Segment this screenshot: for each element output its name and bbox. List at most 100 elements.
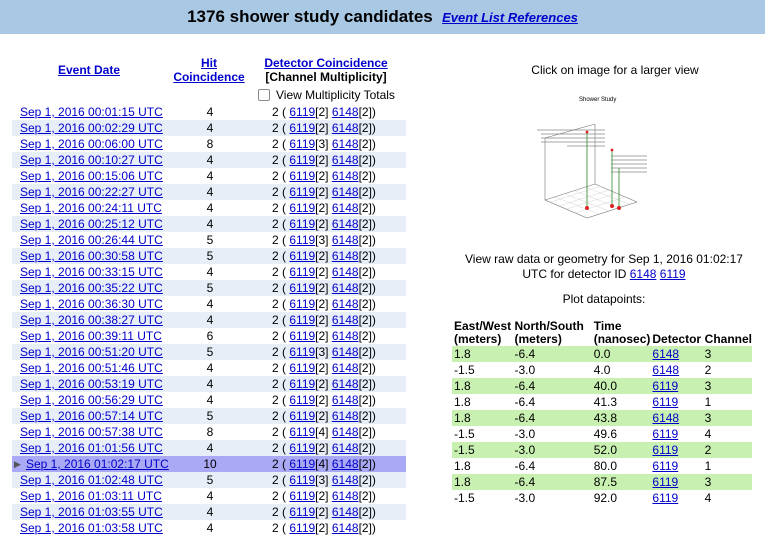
hit-coincidence-header[interactable]: Hit Coincidence [170,56,248,84]
event-row[interactable]: Sep 1, 2016 01:01:56 UTC 4 2 ( 6119[2] 614… [12,440,406,456]
detector-link[interactable]: 6148 [331,505,359,519]
detector-link[interactable]: 6119 [652,395,679,409]
event-row[interactable]: Sep 1, 2016 00:06:00 UTC 8 2 ( 6119[3] 614… [12,136,406,152]
event-date-link[interactable]: Sep 1, 2016 00:51:46 UTC [20,361,163,375]
event-row[interactable]: Sep 1, 2016 00:56:29 UTC 4 2 ( 6119[2] 614… [12,392,406,408]
detector-link[interactable]: 6119 [289,105,316,119]
event-row[interactable]: Sep 1, 2016 01:02:48 UTC 5 2 ( 6119[3] 614… [12,472,406,488]
event-date-link[interactable]: Sep 1, 2016 01:01:56 UTC [20,441,163,455]
event-row[interactable]: Sep 1, 2016 00:51:46 UTC 4 2 ( 6119[2] 614… [12,360,406,376]
detector-link[interactable]: 6119 [289,265,316,279]
event-row[interactable]: Sep 1, 2016 01:03:58 UTC 4 2 ( 6119[2] 614… [12,520,406,536]
detector-link[interactable]: 6148 [331,105,359,119]
detector-link[interactable]: 6148 [331,153,359,167]
event-row[interactable]: Sep 1, 2016 00:57:14 UTC 5 2 ( 6119[2] 614… [12,408,406,424]
detector-link[interactable]: 6119 [652,379,679,393]
detector-link[interactable]: 6119 [289,169,316,183]
event-row[interactable]: Sep 1, 2016 00:01:15 UTC 4 2 ( 6119[2] 614… [12,104,406,120]
detector-link[interactable]: 6148 [331,137,359,151]
detector-link[interactable]: 6148 [331,169,359,183]
detector-link[interactable]: 6119 [289,297,316,311]
event-date-link[interactable]: Sep 1, 2016 00:06:00 UTC [20,137,163,151]
detector-link[interactable]: 6119 [289,489,316,503]
event-date-link[interactable]: Sep 1, 2016 00:25:12 UTC [20,217,163,231]
detector-link[interactable]: 6119 [289,153,316,167]
detector-link[interactable]: 6119 [289,313,316,327]
detector-link[interactable]: 6148 [331,217,359,231]
event-row[interactable]: Sep 1, 2016 00:51:20 UTC 5 2 ( 6119[3] 614… [12,344,406,360]
event-row[interactable]: Sep 1, 2016 00:22:27 UTC 4 2 ( 6119[2] 614… [12,184,406,200]
detector-link[interactable]: 6119 [289,441,316,455]
event-date-link[interactable]: Sep 1, 2016 00:38:27 UTC [20,313,163,327]
hit-coincidence-sort-link[interactable]: Hit Coincidence [173,56,244,84]
detector-link[interactable]: 6148 [331,249,359,263]
detector-link[interactable]: 6119 [289,249,316,263]
detector-coincidence-header[interactable]: Detector Coincidence [Channel Multiplici… [258,56,394,84]
event-date-link[interactable]: Sep 1, 2016 00:30:58 UTC [20,249,163,263]
detector-link[interactable]: 6148 [331,425,359,439]
plot-svg[interactable]: Shower Study [527,90,667,230]
detector-link[interactable]: 6119 [289,185,316,199]
event-row[interactable]: Sep 1, 2016 01:03:55 UTC 4 2 ( 6119[2] 614… [12,504,406,520]
detector-link[interactable]: 6119 [289,393,316,407]
detector-link[interactable]: 6148 [331,121,359,135]
event-date-link[interactable]: Sep 1, 2016 01:02:17 UTC [26,457,169,471]
detector-6119-link[interactable]: 6119 [659,267,686,281]
event-row[interactable]: Sep 1, 2016 01:03:11 UTC 4 2 ( 6119[2] 614… [12,488,406,504]
detector-link[interactable]: 6148 [331,313,359,327]
detector-link[interactable]: 6148 [331,521,359,535]
detector-link[interactable]: 6119 [652,475,679,489]
detector-link[interactable]: 6148 [331,473,359,487]
multiplicity-totals-checkbox[interactable] [258,89,270,101]
detector-link[interactable]: 6148 [331,297,359,311]
detector-link[interactable]: 6119 [652,491,679,505]
detector-link[interactable]: 6148 [331,457,359,471]
detector-link[interactable]: 6148 [331,441,359,455]
event-row[interactable]: Sep 1, 2016 00:15:06 UTC 4 2 ( 6119[2] 614… [12,168,406,184]
detector-link[interactable]: 6119 [289,121,316,135]
detector-link[interactable]: 6148 [652,347,680,361]
event-date-link[interactable]: Sep 1, 2016 00:35:22 UTC [20,281,163,295]
detector-link[interactable]: 6119 [289,377,316,391]
event-date-link[interactable]: Sep 1, 2016 00:51:20 UTC [20,345,163,359]
event-date-link[interactable]: Sep 1, 2016 01:03:58 UTC [20,521,163,535]
detector-link[interactable]: 6119 [289,457,316,471]
detector-link[interactable]: 6119 [289,345,316,359]
detector-link[interactable]: 6119 [289,425,316,439]
detector-link[interactable]: 6119 [289,521,316,535]
event-date-link[interactable]: Sep 1, 2016 00:57:14 UTC [20,409,163,423]
event-row[interactable]: Sep 1, 2016 00:35:22 UTC 5 2 ( 6119[2] 614… [12,280,406,296]
detector-link[interactable]: 6148 [331,345,359,359]
event-date-link[interactable]: Sep 1, 2016 00:26:44 UTC [20,233,163,247]
event-row[interactable]: Sep 1, 2016 00:53:19 UTC 4 2 ( 6119[2] 614… [12,376,406,392]
detector-link[interactable]: 6148 [331,329,359,343]
detector-link[interactable]: 6148 [331,201,359,215]
event-date-link[interactable]: Sep 1, 2016 01:03:55 UTC [20,505,163,519]
detector-link[interactable]: 6119 [289,409,316,423]
event-row[interactable]: Sep 1, 2016 00:25:12 UTC 4 2 ( 6119[2] 614… [12,216,406,232]
detector-link[interactable]: 6148 [331,281,359,295]
detector-link[interactable]: 6119 [289,233,316,247]
event-date-link[interactable]: Sep 1, 2016 00:56:29 UTC [20,393,163,407]
event-row[interactable]: Sep 1, 2016 00:38:27 UTC 4 2 ( 6119[2] 614… [12,312,406,328]
detector-link[interactable]: 6119 [289,473,316,487]
event-date-link[interactable]: Sep 1, 2016 00:22:27 UTC [20,185,163,199]
event-date-link[interactable]: Sep 1, 2016 01:03:11 UTC [20,489,162,503]
event-date-link[interactable]: Sep 1, 2016 00:36:30 UTC [20,297,163,311]
detector-link[interactable]: 6119 [652,443,679,457]
detector-link[interactable]: 6148 [331,489,359,503]
event-row[interactable]: Sep 1, 2016 00:24:11 UTC 4 2 ( 6119[2] 614… [12,200,406,216]
event-list-references-link[interactable]: Event List References [442,10,578,25]
detector-6148-link[interactable]: 6148 [629,267,657,281]
detector-link[interactable]: 6148 [331,233,359,247]
shower-study-plot[interactable]: Shower Study [527,90,667,230]
detector-link[interactable]: 6119 [289,361,316,375]
event-row[interactable]: Sep 1, 2016 00:26:44 UTC 5 2 ( 6119[3] 614… [12,232,406,248]
event-date-sort-link[interactable]: Event Date [58,63,121,77]
event-date-link[interactable]: Sep 1, 2016 00:33:15 UTC [20,265,163,279]
event-row[interactable]: Sep 1, 2016 00:36:30 UTC 4 2 ( 6119[2] 614… [12,296,406,312]
event-date-link[interactable]: Sep 1, 2016 00:01:15 UTC [20,105,163,119]
event-row[interactable]: Sep 1, 2016 00:02:29 UTC 4 2 ( 6119[2] 614… [12,120,406,136]
view-multiplicity-totals[interactable]: View Multiplicity Totals [258,88,395,102]
event-row-selected[interactable]: ▶ Sep 1, 2016 01:02:17 UTC 10 2 ( 6119[4] 6… [12,456,406,472]
